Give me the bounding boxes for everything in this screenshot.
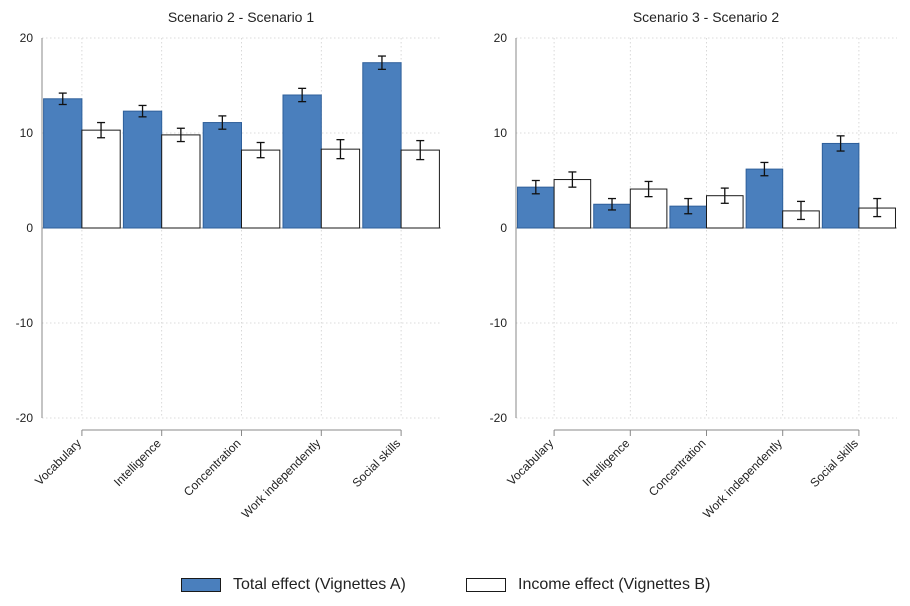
- panel1-bar-total-effect-vignettes-a-work-independently: [282, 94, 322, 229]
- panel1-bar-total-effect-vignettes-a-concentration: [202, 122, 242, 229]
- panel1-x-tick-label-social-skills: Social skills: [349, 436, 403, 490]
- panel2-bar-total-effect-vignettes-a-social-skills: [821, 142, 860, 229]
- panel1-y-tick-label: -20: [16, 411, 34, 425]
- panel2-title: Scenario 3 - Scenario 2: [633, 9, 780, 25]
- panel1-y-tick-label: 0: [26, 221, 33, 235]
- panel1-bar-income-effect-vignettes-b-social-skills: [400, 149, 440, 229]
- panel2-x-tick-label-work-independently: Work independently: [700, 436, 785, 521]
- panel2-x-tick-label-concentration: Concentration: [646, 436, 709, 499]
- legend-swatch-income-effect: [466, 578, 506, 592]
- legend-swatch-total-effect: [181, 578, 221, 592]
- panel1-bar-total-effect-vignettes-a-vocabulary: [43, 98, 83, 229]
- panel1-title: Scenario 2 - Scenario 1: [168, 9, 315, 25]
- panel1-y-tick-label: 10: [20, 126, 34, 140]
- panel2-x-tick-label-intelligence: Intelligence: [580, 436, 633, 489]
- panel1-x-tick-label-concentration: Concentration: [181, 436, 244, 499]
- panel2-bar-total-effect-vignettes-a-work-independently: [745, 168, 784, 229]
- panel2-y-tick-label: -20: [490, 411, 508, 425]
- panel1-bar-income-effect-vignettes-b-concentration: [241, 149, 281, 229]
- legend-label-total-effect: Total effect (Vignettes A): [233, 576, 406, 593]
- panel2-y-tick-label: 10: [494, 126, 508, 140]
- panel1-y-tick-label: 20: [20, 31, 34, 45]
- panel2-y-tick-label: -10: [490, 316, 508, 330]
- panel1-bar-income-effect-vignettes-b-vocabulary: [81, 129, 121, 229]
- panel1-x-tick-label-vocabulary: Vocabulary: [32, 436, 84, 488]
- panel1-bar-total-effect-vignettes-a-social-skills: [362, 62, 402, 229]
- legend-label-income-effect: Income effect (Vignettes B): [518, 576, 711, 593]
- legend-item-total-effect: Total effect (Vignettes A): [181, 572, 406, 598]
- panel1-x-tick-label-work-independently: Work independently: [239, 436, 324, 521]
- panel1-x-tick-label-intelligence: Intelligence: [111, 436, 164, 489]
- panel1-bar-income-effect-vignettes-b-intelligence: [161, 134, 201, 229]
- legend: Total effect (Vignettes A) Income effect…: [0, 572, 910, 598]
- panel1-bar-income-effect-vignettes-b-work-independently: [320, 148, 361, 229]
- panel2-x-tick-label-vocabulary: Vocabulary: [504, 436, 556, 488]
- panel2-y-tick-label: 0: [500, 221, 507, 235]
- panel1-y-tick-label: -10: [16, 316, 34, 330]
- panel2-x-tick-label-social-skills: Social skills: [807, 436, 861, 490]
- panel2-y-tick-label: 20: [494, 31, 508, 45]
- legend-item-income-effect: Income effect (Vignettes B): [466, 572, 710, 598]
- panel1-bar-total-effect-vignettes-a-intelligence: [122, 110, 163, 229]
